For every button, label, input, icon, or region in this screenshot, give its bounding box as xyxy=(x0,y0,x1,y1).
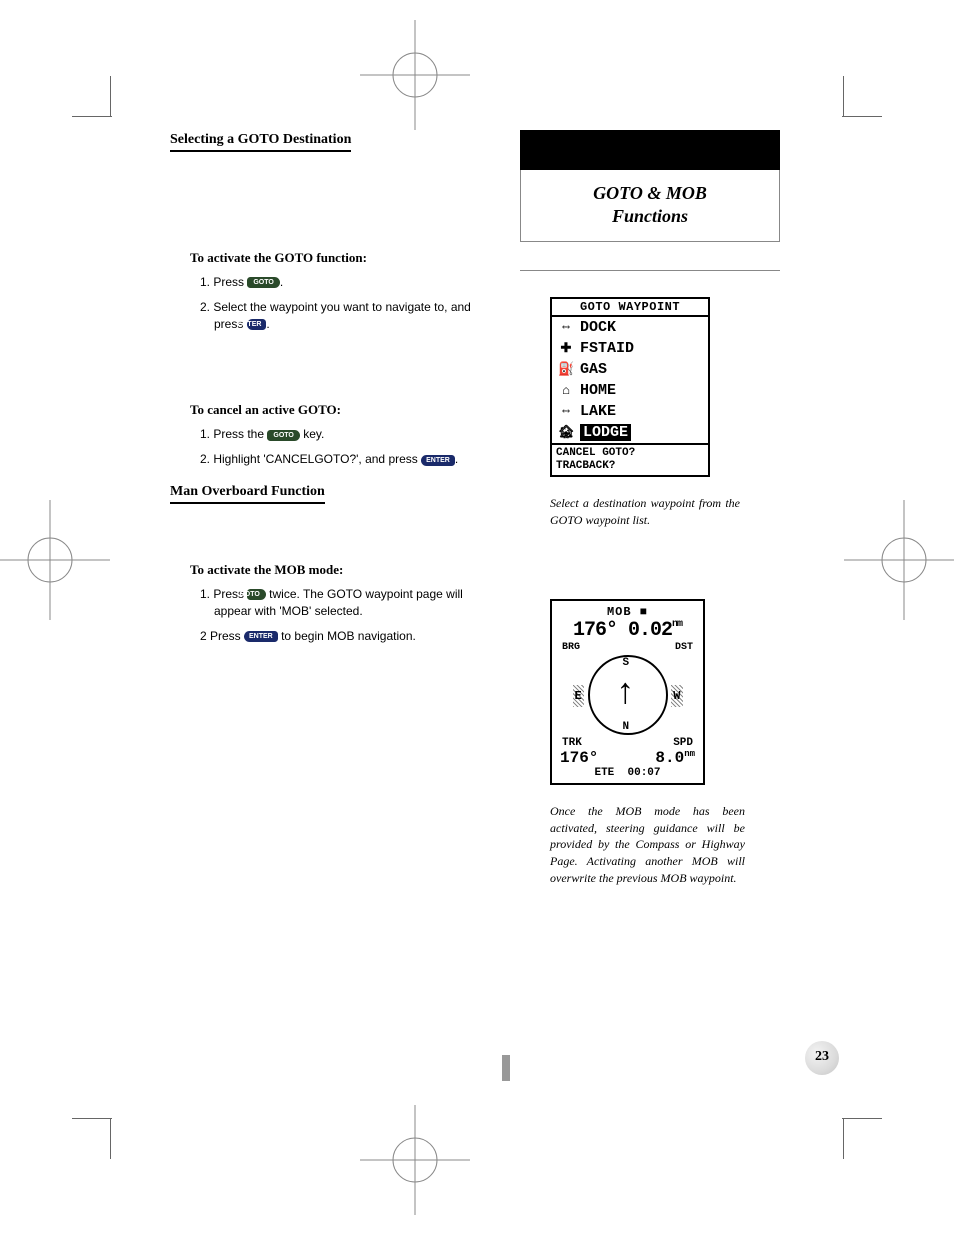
trk-value: 176° xyxy=(560,749,598,767)
reference-header-bar xyxy=(520,130,780,170)
step-text: key. xyxy=(300,427,324,441)
footer-line: TRACBACK? xyxy=(556,460,704,473)
footer-line: CANCEL GOTO? xyxy=(556,447,704,460)
screen-footer: CANCEL GOTO? TRACBACK? xyxy=(552,443,708,475)
crop-mark-left xyxy=(0,500,110,620)
goto-key-icon: GOTO xyxy=(247,589,265,600)
goto-key-icon: GOTO xyxy=(247,277,279,288)
compass: ↑ S N E W xyxy=(573,655,683,735)
trim-line xyxy=(843,1119,844,1159)
step-mob-2: 2 Press ENTER to begin MOB navigation. xyxy=(200,628,490,645)
compass-w: W xyxy=(671,685,682,707)
chapter-title-box: GOTO & MOB Functions xyxy=(520,170,780,242)
brg-value: 176° xyxy=(573,619,617,642)
heading-activate-goto: To activate the GOTO function: xyxy=(190,250,490,266)
step-mob-1: 1. Press GOTO twice. The GOTO waypoint p… xyxy=(214,586,490,620)
mob-trk-spd-values: 176° 8.0nm xyxy=(556,749,699,767)
section-title-mob: Man Overboard Function xyxy=(170,484,325,504)
enter-key-icon: ENTER xyxy=(244,631,278,642)
waypoint-label: DOCK xyxy=(580,319,616,336)
step-text: 2. Highlight 'CANCELGOTO?', and press xyxy=(200,452,421,466)
waypoint-row: ✚ FSTAID xyxy=(552,338,708,359)
step-text: . xyxy=(280,275,283,289)
enter-key-icon: ENTER xyxy=(421,455,455,466)
waypoint-row: ⌂ HOME xyxy=(552,380,708,401)
trim-line xyxy=(842,1118,882,1119)
waypoint-icon: ⌂ xyxy=(558,383,574,398)
mob-labels: BRG DST xyxy=(556,642,699,653)
step-cancel-1: 1. Press the GOTO key. xyxy=(200,426,490,443)
mob-title: MOB ■ xyxy=(556,605,699,619)
section-title-goto: Selecting a GOTO Destination xyxy=(170,132,351,152)
step-text: to begin MOB navigation. xyxy=(278,629,416,643)
waypoint-label: FSTAID xyxy=(580,340,634,357)
step-goto-2: 2. Select the waypoint you want to navig… xyxy=(214,299,490,333)
trim-line xyxy=(843,76,844,116)
trim-line xyxy=(842,116,882,117)
ete-value: 00:07 xyxy=(628,767,661,779)
trim-line xyxy=(72,116,112,117)
enter-key-icon: ENTER xyxy=(247,319,267,330)
spd-label: SPD xyxy=(673,737,693,749)
step-goto-1: 1. Press GOTO. xyxy=(200,274,490,291)
waypoint-icon: ⛽ xyxy=(558,362,574,377)
chapter-title-2: Functions xyxy=(521,205,779,228)
trim-line xyxy=(110,1119,111,1159)
crop-mark-bottom xyxy=(360,1105,470,1215)
spd-value: 8.0nm xyxy=(655,749,695,767)
mob-ete: ETE 00:07 xyxy=(556,767,699,779)
trim-line xyxy=(72,1118,112,1119)
goto-key-icon: GOTO xyxy=(267,430,299,441)
step-text: 1. Press the xyxy=(200,427,267,441)
dst-label: DST xyxy=(675,642,693,653)
crop-mark-top xyxy=(360,20,470,130)
page-number-value: 23 xyxy=(805,1049,839,1065)
divider xyxy=(520,270,780,271)
mob-trk-spd-labels: TRK SPD xyxy=(556,737,699,749)
compass-n: N xyxy=(623,721,630,733)
waypoint-label: GAS xyxy=(580,361,607,378)
waypoint-row: ⇔ LAKE xyxy=(552,401,708,422)
ete-label: ETE xyxy=(594,767,614,779)
compass-e: E xyxy=(573,685,584,707)
gutter-mark xyxy=(502,1055,510,1081)
step-text: 1. Press xyxy=(200,275,247,289)
crop-mark-right xyxy=(844,500,954,620)
caption-mob: Once the MOB mode has been activated, st… xyxy=(550,803,745,887)
dst-unit: nm xyxy=(672,619,682,630)
goto-waypoint-screen: GOTO WAYPOINT ⇔ DOCK ✚ FSTAID ⛽ GAS ⌂ HOME ⇔ LAKE… xyxy=(550,297,710,477)
chapter-title-1: GOTO & MOB xyxy=(521,182,779,205)
waypoint-label: HOME xyxy=(580,382,616,399)
screen-header: GOTO WAYPOINT xyxy=(552,299,708,317)
waypoint-icon: ⇔ xyxy=(558,404,574,419)
page-number: 23 xyxy=(805,1041,839,1075)
waypoint-row: ⛽ GAS xyxy=(552,359,708,380)
step-text: 2 Press xyxy=(200,629,244,643)
trk-label: TRK xyxy=(562,737,582,749)
waypoint-icon: ⇔ xyxy=(558,320,574,335)
waypoint-label: LODGE xyxy=(580,424,631,441)
waypoint-icon: 🏚 xyxy=(558,425,574,440)
caption-goto-list: Select a destination waypoint from the G… xyxy=(550,495,740,529)
heading-cancel-goto: To cancel an active GOTO: xyxy=(190,402,490,418)
waypoint-row: 🏚 LODGE xyxy=(552,422,708,443)
waypoint-row: ⇔ DOCK xyxy=(552,317,708,338)
compass-s: S xyxy=(623,657,630,669)
mob-compass-screen: MOB ■ 176° 0.02nm BRG DST ↑ S N E W TRK … xyxy=(550,599,705,785)
dst-value: 0.02 xyxy=(628,619,672,642)
compass-arrow-icon: ↑ xyxy=(615,673,637,714)
waypoint-label: LAKE xyxy=(580,403,616,420)
brg-label: BRG xyxy=(562,642,580,653)
step-text: . xyxy=(266,317,269,331)
waypoint-icon: ✚ xyxy=(558,341,574,356)
step-text: . xyxy=(455,452,458,466)
mob-brg-dst: 176° 0.02nm xyxy=(556,619,699,642)
step-cancel-2: 2. Highlight 'CANCELGOTO?', and press EN… xyxy=(200,451,490,468)
heading-activate-mob: To activate the MOB mode: xyxy=(190,562,490,578)
trim-line xyxy=(110,76,111,116)
